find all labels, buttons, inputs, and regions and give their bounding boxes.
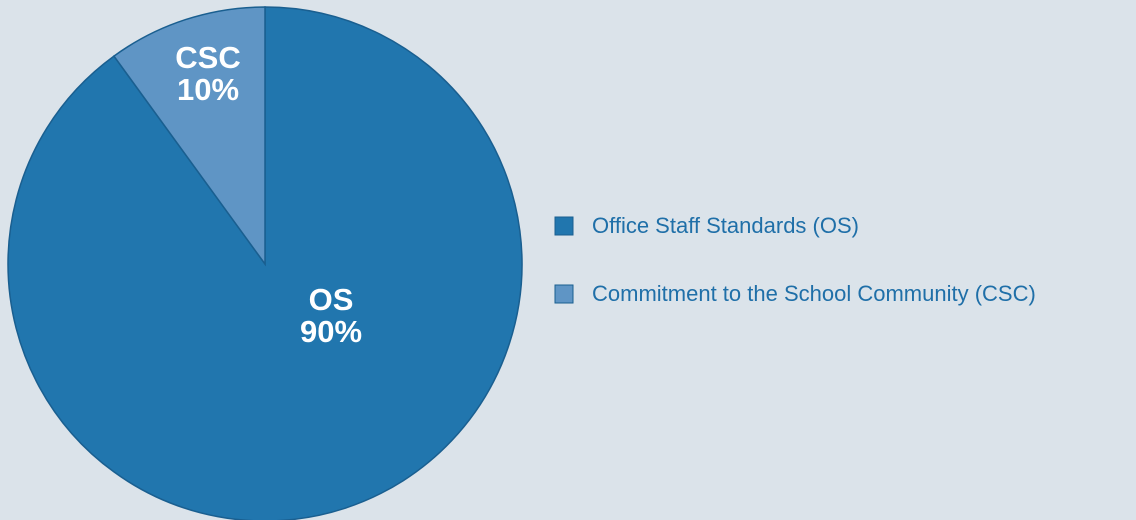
legend-label: Commitment to the School Community (CSC) [592, 281, 1036, 306]
legend-swatch [554, 284, 574, 304]
slice-label: OS [309, 282, 354, 317]
slice-label: CSC [175, 40, 240, 75]
legend-label: Office Staff Standards (OS) [592, 213, 859, 238]
slice-value-label: 10% [177, 72, 239, 107]
pie-slice [7, 6, 523, 520]
pie-slice [112, 6, 266, 267]
legend-swatch [554, 216, 574, 236]
slice-value-label: 90% [300, 314, 362, 349]
